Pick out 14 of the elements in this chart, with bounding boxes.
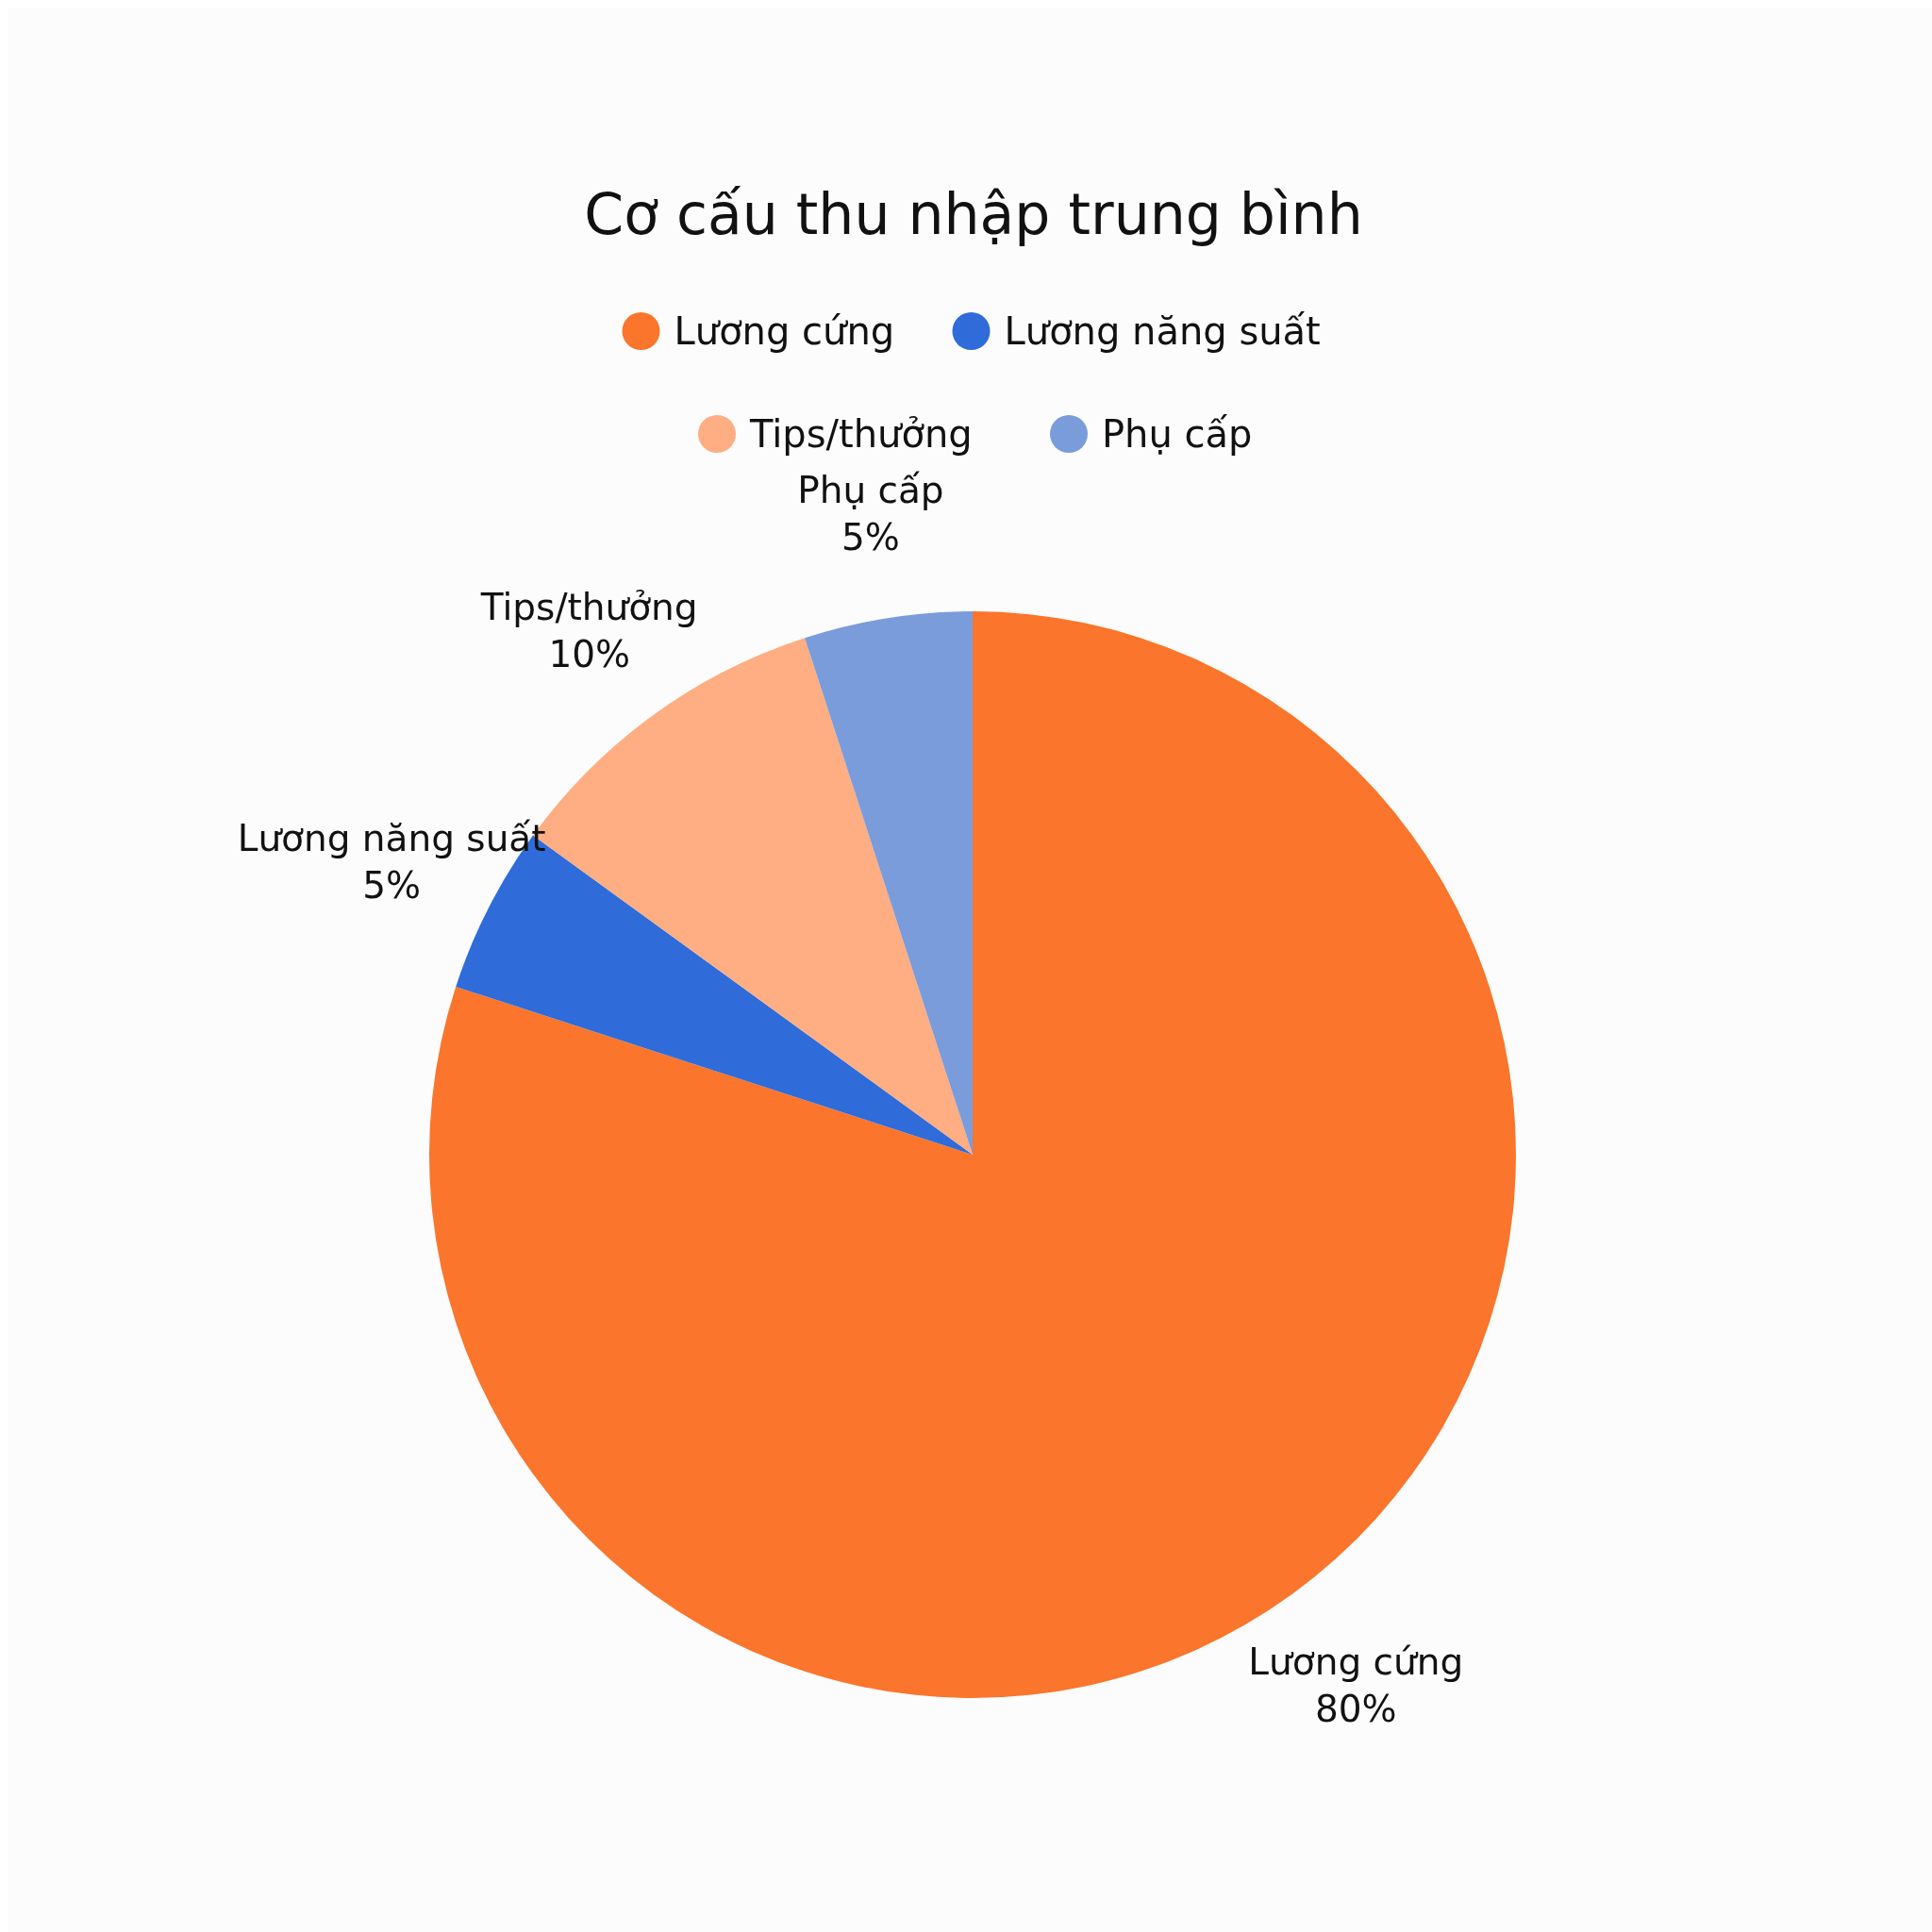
slice-label: Phụ cấp [797, 469, 944, 512]
slice-label: Tips/thưởng [479, 585, 698, 628]
legend-label: Phụ cấp [1102, 412, 1253, 456]
legend-label: Lương năng suất [1004, 309, 1321, 353]
data-label: 80% [1314, 1688, 1397, 1731]
legend-label: Lương cứng [674, 309, 895, 353]
legend-label: Tips/thưởng [749, 412, 973, 456]
slice-label: Lương năng suất [237, 817, 546, 860]
data-label: 5% [841, 516, 900, 559]
data-label: 5% [362, 864, 422, 908]
pie-slice [805, 611, 973, 1155]
chart-title: Cơ cấu thu nhập trung bình [584, 181, 1363, 247]
data-label: 10% [548, 632, 631, 675]
slice-label: Lương cứng [1248, 1641, 1464, 1684]
